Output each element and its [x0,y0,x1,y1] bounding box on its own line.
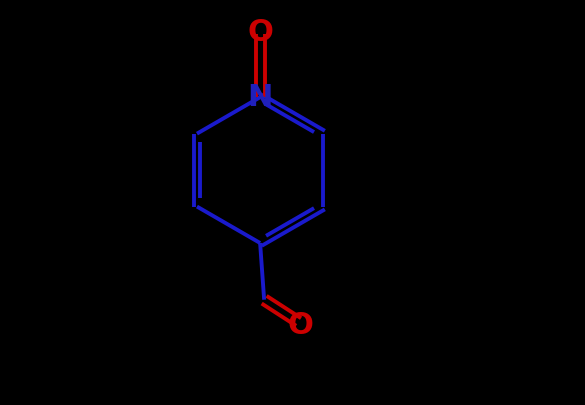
Text: O: O [247,18,273,47]
Text: O: O [288,311,314,340]
Text: N: N [247,83,273,112]
